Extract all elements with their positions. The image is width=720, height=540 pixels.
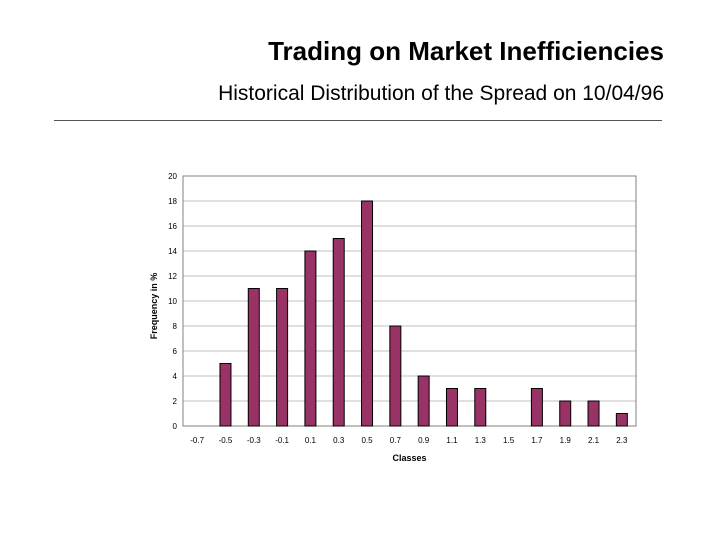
x-tick-label: 1.3 <box>475 436 487 445</box>
bar-0.3 <box>332 238 345 427</box>
y-tick-label: 12 <box>168 272 177 281</box>
y-tick-label: 2 <box>173 397 178 406</box>
x-axis-title: Classes <box>392 453 426 463</box>
x-tick-label: 2.3 <box>616 436 628 445</box>
x-tick-label: 1.1 <box>446 436 458 445</box>
y-tick-label: 4 <box>173 372 178 381</box>
bar-1.3 <box>474 388 487 427</box>
x-tick-label: 1.7 <box>531 436 543 445</box>
bar-1.9 <box>559 400 572 427</box>
y-tick-label: 10 <box>168 297 177 306</box>
x-tick-label: -0.3 <box>247 436 261 445</box>
x-tick-label: 1.5 <box>503 436 515 445</box>
bar-0.7 <box>389 325 402 427</box>
slide-subtitle: Historical Distribution of the Spread on… <box>218 82 664 105</box>
y-tick-label: 14 <box>168 247 177 256</box>
x-tick-labels: -0.7 -0.5 -0.3 -0.1 0.1 0.3 0.5 0.7 0.9 1.1 1.3 1.5… <box>190 436 628 445</box>
x-tick-label: -0.5 <box>219 436 233 445</box>
bar-0.1 <box>304 250 317 427</box>
x-tick-label: 0.1 <box>305 436 317 445</box>
x-tick-label: -0.7 <box>190 436 204 445</box>
bar--0.3 <box>247 288 260 427</box>
bars <box>219 200 628 427</box>
y-tick-label: 0 <box>173 422 178 431</box>
bar--0.1 <box>276 288 289 427</box>
y-tick-label: 6 <box>173 347 178 356</box>
bar--0.5 <box>219 363 232 427</box>
y-tick-label: 8 <box>173 322 178 331</box>
x-tick-label: -0.1 <box>275 436 289 445</box>
bar-2.1 <box>587 400 600 427</box>
x-tick-label: 1.9 <box>560 436 572 445</box>
slide-title: Trading on Market Inefficiencies <box>268 36 664 66</box>
bar-1.1 <box>445 388 458 427</box>
y-axis-title: Frequency in % <box>149 273 159 340</box>
bar-2.3 <box>615 413 628 427</box>
x-tick-label: 0.9 <box>418 436 430 445</box>
x-tick-label: 2.1 <box>588 436 600 445</box>
y-tick-label: 16 <box>168 222 177 231</box>
y-tick-labels: 0 2 4 6 8 10 12 14 16 18 20 <box>168 172 177 431</box>
y-tick-label: 18 <box>168 197 177 206</box>
bar-0.5 <box>361 200 374 427</box>
plot-area <box>182 175 637 427</box>
bar-1.7 <box>530 388 543 427</box>
title-divider <box>54 120 662 121</box>
bar-0.9 <box>417 375 430 427</box>
y-tick-label: 20 <box>168 172 177 181</box>
x-tick-label: 0.3 <box>333 436 345 445</box>
x-tick-label: 0.7 <box>390 436 402 445</box>
x-tick-label: 0.5 <box>361 436 373 445</box>
